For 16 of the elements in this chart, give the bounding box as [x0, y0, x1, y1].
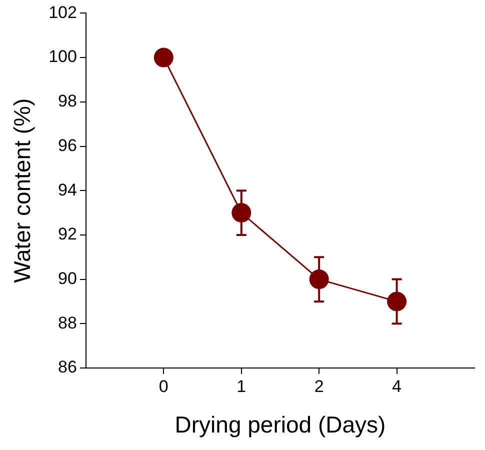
point [154, 48, 174, 68]
y-tick-label: 90 [58, 268, 77, 288]
y-tick-label: 92 [58, 224, 77, 244]
x-tick-label: 2 [314, 376, 324, 396]
y-tick-label: 88 [58, 313, 77, 332]
x-tick-label: 0 [158, 376, 168, 396]
y-tick-label: 96 [58, 136, 77, 155]
y-tick-label: 100 [48, 47, 77, 66]
y-tick-label: 94 [58, 180, 77, 200]
y-tick-label: 102 [48, 2, 77, 22]
y-axis-title: Water content (%) [9, 98, 36, 283]
x-axis-title: Drying period (Days) [174, 412, 386, 438]
y-tick-label: 86 [58, 358, 77, 377]
x-tick-label: 4 [392, 376, 402, 396]
y-tick-label: 98 [58, 92, 77, 111]
x-tick-label: 1 [236, 376, 246, 396]
